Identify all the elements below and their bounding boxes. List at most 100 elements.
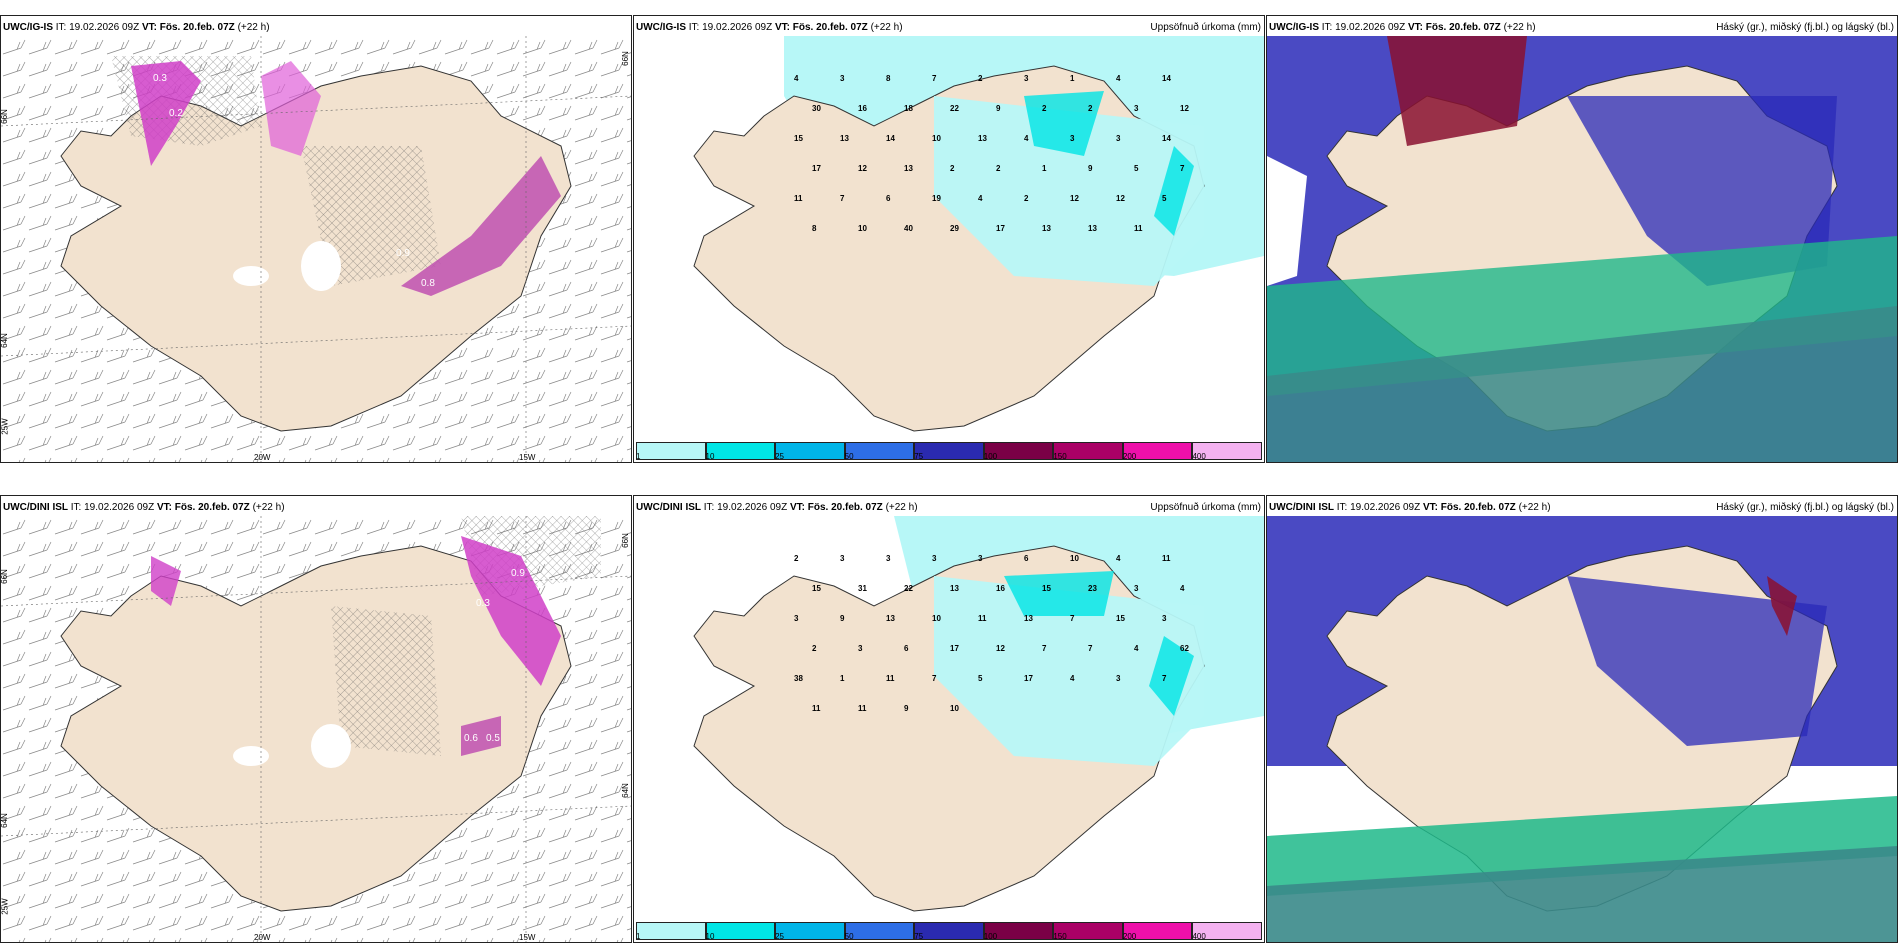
legend-swatch — [705, 922, 776, 940]
lat-label: 25W — [0, 418, 10, 435]
legend-swatch — [705, 442, 776, 460]
precip-value: 13 — [978, 134, 987, 143]
legend-swatch — [914, 442, 984, 460]
legend-label: 25 — [775, 452, 785, 461]
snow-area-nw — [131, 61, 201, 166]
precip-value: 2 — [996, 164, 1001, 173]
snow-area-ne — [461, 536, 561, 686]
precip-value: 4 — [1134, 644, 1139, 653]
precip-value: 2 — [1024, 194, 1029, 203]
precip-value: 10 — [950, 704, 959, 713]
legend-label: 100 — [983, 932, 998, 941]
legend-label: 150 — [1053, 932, 1067, 941]
legend-swatch — [1192, 922, 1262, 940]
snow-label: 0.8 — [421, 278, 435, 289]
precip-value: 6 — [886, 194, 891, 203]
precip-value: 17 — [996, 224, 1005, 233]
precip-value: 11 — [978, 614, 987, 623]
precip-value: 11 — [812, 704, 821, 713]
precip-value: 11 — [1162, 554, 1171, 563]
legend-swatch — [914, 922, 984, 940]
precip-value: 2 — [794, 554, 799, 563]
precip-value: 31 — [858, 584, 867, 593]
legend-swatch — [1192, 442, 1262, 460]
precip-value: 6 — [1024, 554, 1029, 563]
precip-value: 5 — [1134, 164, 1139, 173]
lat-label: 66N — [0, 569, 9, 584]
precip-value: 3 — [932, 554, 937, 563]
precip-value: 17 — [950, 644, 959, 653]
precip-value: 14 — [1162, 74, 1171, 83]
legend-swatch — [775, 442, 845, 460]
lon-label: 15W — [519, 453, 536, 462]
legend-label: 1 — [636, 452, 641, 461]
precip-value: 62 — [1180, 644, 1189, 653]
precip-value: 2 — [812, 644, 817, 653]
precip-value: 9 — [840, 614, 845, 623]
precip-value: 5 — [978, 674, 983, 683]
precip-value: 3 — [840, 554, 845, 563]
precip-value: 3 — [1070, 134, 1075, 143]
precip-value: 13 — [840, 134, 849, 143]
panel-cloud-row1: UWC/IG-IS IT: 19.02.2026 09Z VT: Fös. 20… — [1266, 15, 1898, 463]
precip-value: 3 — [794, 614, 799, 623]
lon-label: 15W — [519, 933, 536, 942]
precip-value: 2 — [950, 164, 955, 173]
precip-value: 3 — [1162, 614, 1167, 623]
lat-label: 66N — [620, 51, 630, 66]
legend-swatch — [1122, 442, 1193, 460]
precip-value: 19 — [932, 194, 941, 203]
snow-label: 0.9 — [396, 248, 410, 259]
legend-label: 50 — [844, 452, 854, 461]
precip-value: 8 — [812, 224, 817, 233]
precip-value: 17 — [1024, 674, 1033, 683]
precip-value: 12 — [1070, 194, 1079, 203]
precip-value: 1 — [840, 674, 845, 683]
precip-value: 2 — [1042, 104, 1047, 113]
precip-value: 40 — [904, 224, 913, 233]
snow-label: 0.2 — [169, 108, 183, 119]
legend-swatch — [636, 922, 706, 940]
precip-value: 7 — [1042, 644, 1047, 653]
snow-label: 0.9 — [511, 568, 525, 579]
precip-value: 3 — [978, 554, 983, 563]
panel-field-title: Háský (gr.), miðský (fj.bl.) og lágský (… — [1716, 502, 1894, 513]
precip-value: 3 — [1116, 134, 1121, 143]
precip-value: 1 — [1042, 164, 1047, 173]
panel-cloud-row2: UWC/DINI ISL IT: 19.02.2026 09Z VT: Fös.… — [1266, 495, 1898, 943]
precip-value: 13 — [950, 584, 959, 593]
lat-label: 64N — [0, 333, 9, 348]
precip-value: 13 — [886, 614, 895, 623]
snow-label: 0.3 — [153, 73, 167, 84]
panel-title: UWC/DINI ISL IT: 19.02.2026 09Z VT: Fös.… — [3, 502, 285, 513]
precip-value: 12 — [1180, 104, 1189, 113]
legend-label: 75 — [914, 452, 924, 461]
precip-value: 3 — [1116, 674, 1121, 683]
cloud-map — [1267, 516, 1897, 942]
precip-value: 13 — [1042, 224, 1051, 233]
precip-value: 18 — [904, 104, 913, 113]
precip-value: 14 — [886, 134, 895, 143]
lon-label: 20W — [254, 933, 271, 942]
precip-value: 23 — [1088, 584, 1097, 593]
legend-label: 150 — [1053, 452, 1067, 461]
precip-value: 3 — [1134, 584, 1139, 593]
precip-value: 15 — [1116, 614, 1125, 623]
legend-swatch — [1053, 922, 1123, 940]
precip-value: 13 — [1024, 614, 1033, 623]
wind-snow-map: 0.3 0.9 0.6 0.5 — [1, 516, 631, 942]
legend-label: 25 — [775, 932, 785, 941]
legend-swatch — [983, 922, 1054, 940]
legend-label: 1 — [636, 932, 641, 941]
panel-snow-wind-row1: UWC/IG-IS IT: 19.02.2026 09Z VT: Fös. 20… — [0, 15, 632, 463]
precip-value: 7 — [1180, 164, 1185, 173]
legend-label: 10 — [705, 932, 715, 941]
legend-swatch — [636, 442, 706, 460]
panel-field-title: Uppsöfnuð úrkoma (mm) — [1150, 502, 1261, 513]
precip-value: 9 — [996, 104, 1001, 113]
legend-swatch — [1122, 922, 1193, 940]
precip-value: 11 — [794, 194, 803, 203]
precip-value: 3 — [886, 554, 891, 563]
